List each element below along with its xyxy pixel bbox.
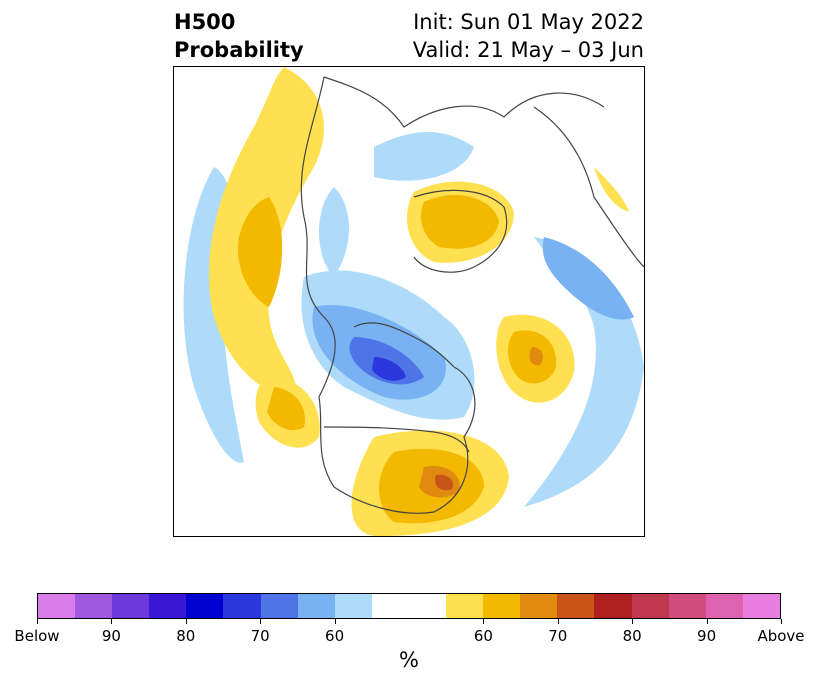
colorbar-tick [111,619,113,624]
colorbar-tick [557,619,559,624]
gold-region-west [238,197,283,307]
colorbar-segment [297,594,335,618]
colorbar-tick [483,619,485,624]
colorbar-tick-label: 90 [697,627,717,645]
colorbar-segment [112,594,150,618]
dark-blue-region [372,357,406,381]
title-product: Probability [174,38,304,62]
colorbar-segment [668,594,706,618]
colorbar-tick [781,619,782,624]
chart-title-right: Init: Sun 01 May 2022 Valid: 21 May – 03… [413,8,644,64]
gold-region-north [420,194,499,249]
colorbar-segment [371,594,409,618]
orange-region-east [529,347,543,366]
colorbar-segment [705,594,743,618]
colorbar-segment [223,594,261,618]
colorbar-segment [75,594,113,618]
probability-map-svg [183,67,644,536]
gold-region-southwest [267,387,305,431]
colorbar-ticks: Below 90 80 70 60 60 70 80 90 Above [14,619,805,645]
colorbar-unit-label: % [399,648,419,672]
colorbar-tick-label: 80 [622,627,642,645]
colorbar-segment [631,594,669,618]
colorbar-tick [37,619,38,624]
colorbar [37,593,781,619]
colorbar-tick-label: 80 [176,627,196,645]
yellow-region-northeast [594,167,629,212]
colorbar-segment [483,594,521,618]
valid-period: Valid: 21 May – 03 Jun [412,38,644,62]
colorbar-segment [742,594,780,618]
chart-title-left: H500 Probability [174,8,304,64]
blue-region-east [542,237,634,320]
colorbar-segment [38,594,76,618]
colorbar-tick-label: 60 [473,627,493,645]
colorbar-segment [149,594,187,618]
light-blue-region-north [374,132,474,181]
colorbar-tick-label: 60 [325,627,345,645]
colorbar-segment [186,594,224,618]
colorbar-tick-label: 70 [548,627,568,645]
colorbar-tick [706,619,708,624]
colorbar-tick [632,619,634,624]
colorbar-segment [594,594,632,618]
dark-orange-region-southeast [435,474,454,491]
colorbar-segment [520,594,558,618]
init-date: Init: Sun 01 May 2022 [413,10,644,34]
coastlines [300,76,644,514]
colorbar-tick-label: Below [14,627,60,645]
polar-map [173,66,645,537]
colorbar-tick [260,619,262,624]
colorbar-tick [334,619,336,624]
colorbar-segment [334,594,372,618]
colorbar-tick-label: Above [757,627,805,645]
colorbar-tick-label: 70 [250,627,270,645]
colorbar-segment [446,594,484,618]
light-blue-region-ring [319,187,349,277]
colorbar-segment [408,594,447,618]
colorbar-tick [185,619,187,624]
title-variable: H500 [174,10,236,34]
colorbar-segment [260,594,298,618]
colorbar-segment [557,594,595,618]
colorbar-tick-label: 90 [101,627,121,645]
